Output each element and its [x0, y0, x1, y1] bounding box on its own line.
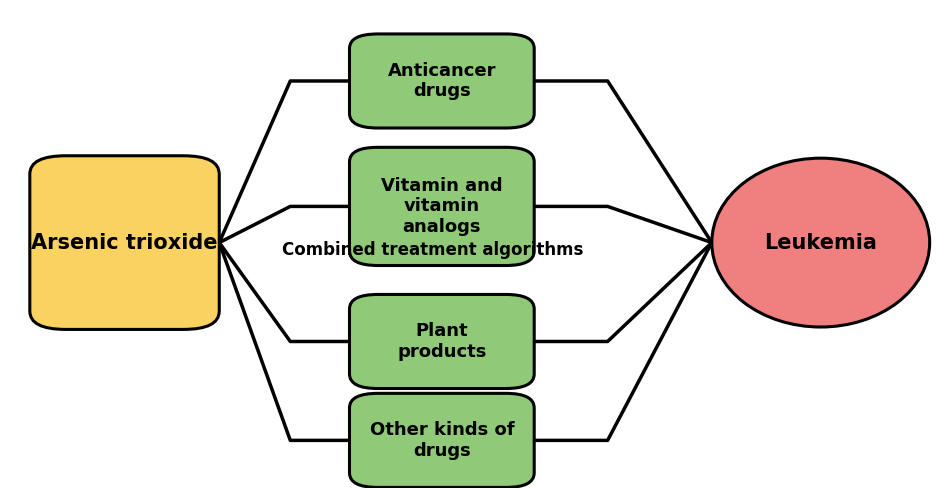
FancyBboxPatch shape	[350, 393, 534, 488]
FancyBboxPatch shape	[350, 34, 534, 128]
FancyBboxPatch shape	[350, 147, 534, 265]
Text: Combined treatment algorithms: Combined treatment algorithms	[282, 241, 583, 259]
Text: Anticancer
drugs: Anticancer drugs	[388, 61, 496, 101]
Text: Vitamin and
vitamin
analogs: Vitamin and vitamin analogs	[381, 177, 503, 236]
Text: Arsenic trioxide: Arsenic trioxide	[31, 233, 218, 253]
Text: Other kinds of
drugs: Other kinds of drugs	[370, 421, 514, 460]
Text: Leukemia: Leukemia	[765, 233, 877, 253]
FancyBboxPatch shape	[29, 156, 219, 329]
Ellipse shape	[712, 158, 930, 327]
Text: Plant
products: Plant products	[397, 322, 486, 361]
FancyBboxPatch shape	[350, 294, 534, 388]
